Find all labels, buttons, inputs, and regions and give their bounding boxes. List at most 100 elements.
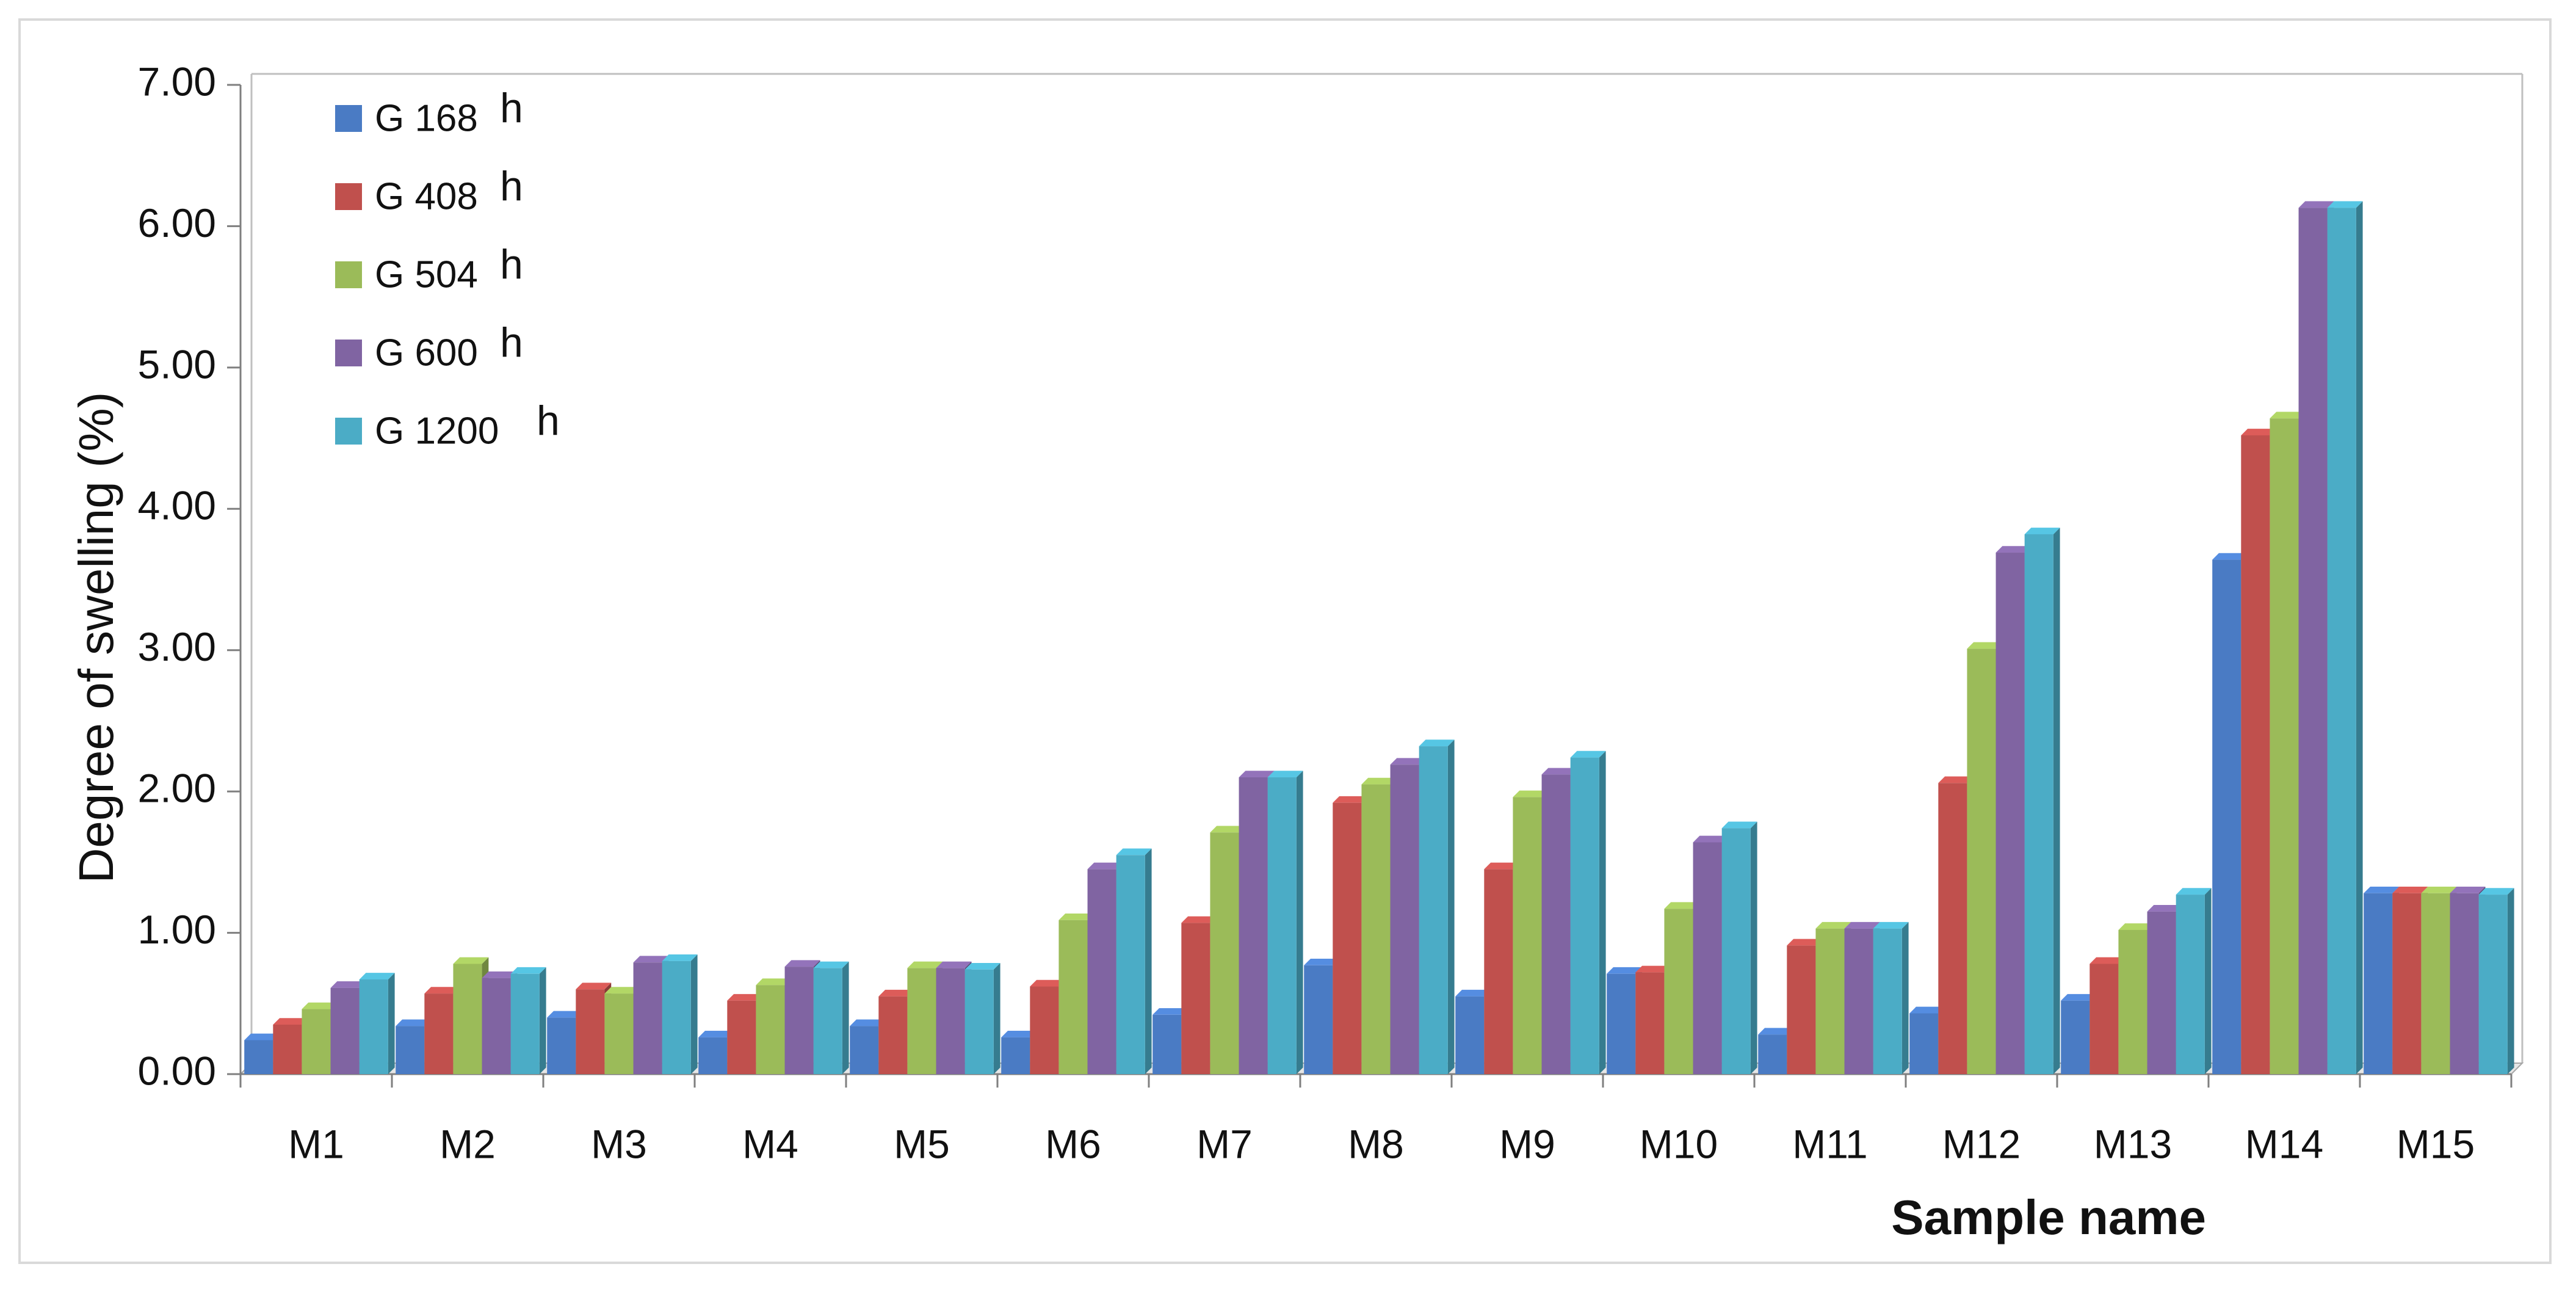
bar-front — [756, 985, 785, 1074]
bar-side — [1750, 821, 1757, 1074]
chart-frame: 0.00 1.00 2.00 3.00 4.00 5.00 6.00 7.00 M1 M2 M3 M4… — [18, 18, 2552, 1264]
bar-top — [330, 981, 366, 988]
bar-top — [1333, 796, 1369, 803]
bar-top — [1693, 835, 1729, 843]
bar — [510, 967, 546, 1074]
legend-swatch — [335, 418, 362, 445]
bar-front — [698, 1037, 728, 1074]
x-tick-label: M9 — [1499, 1121, 1555, 1166]
bar — [2327, 201, 2363, 1074]
bar-front — [2270, 418, 2299, 1075]
bar-side — [388, 973, 395, 1074]
bar-front — [1267, 777, 1297, 1074]
bar-top — [244, 1033, 280, 1041]
y-tick-label: 6.00 — [138, 200, 216, 245]
x-tick-label: M14 — [2245, 1121, 2323, 1166]
bar-front — [547, 1017, 576, 1074]
bar-top — [1116, 848, 1152, 856]
bar-front — [1455, 996, 1485, 1074]
bar-front — [727, 1000, 756, 1074]
bar-top — [2176, 888, 2212, 895]
bar-side — [1296, 771, 1303, 1074]
bar-top — [1455, 989, 1491, 997]
legend-unit: h — [500, 241, 523, 288]
bar — [1267, 771, 1303, 1074]
bar-front — [1484, 869, 1513, 1074]
bar-top — [1758, 1028, 1794, 1035]
bar-top — [1664, 902, 1700, 909]
bar-front — [964, 969, 994, 1074]
bar-top — [964, 962, 1000, 970]
bar-top — [2089, 957, 2126, 964]
bar-top — [1995, 546, 2031, 553]
bar-front — [2118, 929, 2147, 1074]
bar-top — [1570, 750, 1606, 758]
legend-unit: h — [500, 163, 523, 209]
y-tick-label: 0.00 — [138, 1048, 216, 1093]
bar — [1181, 916, 1217, 1074]
bar-front — [2327, 208, 2356, 1074]
bar-side — [2204, 888, 2212, 1074]
y-tick-label: 1.00 — [138, 907, 216, 952]
bar-top — [2450, 886, 2486, 893]
bar-top — [1030, 979, 1066, 987]
bar-front — [1995, 553, 2025, 1074]
bar-front — [1787, 945, 1816, 1074]
x-tick-label: M12 — [1942, 1121, 2021, 1166]
bar-front — [1607, 973, 1636, 1074]
bar — [662, 954, 698, 1074]
bar-front — [244, 1040, 273, 1074]
bar-side — [1599, 750, 1606, 1074]
y-tick-label: 2.00 — [138, 766, 216, 811]
bar-front — [2176, 895, 2205, 1074]
bar-top — [850, 1019, 886, 1026]
legend-swatch — [335, 105, 362, 132]
bar-front — [1058, 920, 1088, 1074]
bar — [2089, 957, 2126, 1074]
legend-unit: h — [537, 398, 560, 444]
legend-swatch — [335, 183, 362, 210]
bar-front — [424, 994, 454, 1074]
legend-entry: G 168 h — [335, 85, 523, 139]
y-axis-title: Degree of swelling (%) — [69, 392, 123, 884]
bar-top — [2364, 886, 2400, 893]
x-tick-label: M11 — [1792, 1121, 1868, 1166]
bar-front — [1873, 928, 1902, 1074]
bar-front — [2392, 893, 2422, 1074]
bar-front — [1361, 784, 1391, 1074]
bar-front — [453, 964, 482, 1074]
bar-top — [2392, 886, 2428, 893]
bar-side — [1901, 921, 1909, 1074]
bar — [359, 973, 395, 1074]
legend-entry: G 1200 h — [335, 398, 560, 452]
bar-side — [1145, 848, 1152, 1074]
bar — [1419, 739, 1455, 1074]
x-tick-label: M5 — [894, 1121, 950, 1166]
bar — [1484, 862, 1520, 1074]
bar-top — [1390, 758, 1426, 765]
x-axis-title: Sample name — [1891, 1190, 2206, 1244]
bar — [2024, 528, 2060, 1074]
legend-entry: G 504 h — [335, 241, 523, 296]
bar-side — [1447, 739, 1455, 1074]
bar-top — [1721, 821, 1757, 829]
bar-side — [2356, 201, 2363, 1074]
bar-top — [1304, 959, 1340, 965]
bar-front — [1419, 746, 1448, 1074]
legend: G 168 h G 408 h G 504 h G 600 h G 1200 h — [335, 85, 560, 452]
bar-front — [302, 1009, 331, 1074]
bar-top — [784, 960, 820, 967]
bar-front — [633, 962, 662, 1074]
bar-front — [604, 994, 634, 1074]
bar-front — [1967, 648, 1996, 1074]
bar-top — [1844, 921, 1880, 929]
bar-front — [1181, 923, 1210, 1074]
bar-top — [1210, 826, 1246, 833]
bar — [1116, 848, 1152, 1074]
x-tick-label: M10 — [1640, 1121, 1718, 1166]
bar-front — [878, 996, 908, 1074]
bar-front — [482, 978, 511, 1074]
bar-side — [2507, 888, 2514, 1074]
bar-front — [1909, 1013, 1939, 1074]
bar-front — [907, 968, 936, 1074]
